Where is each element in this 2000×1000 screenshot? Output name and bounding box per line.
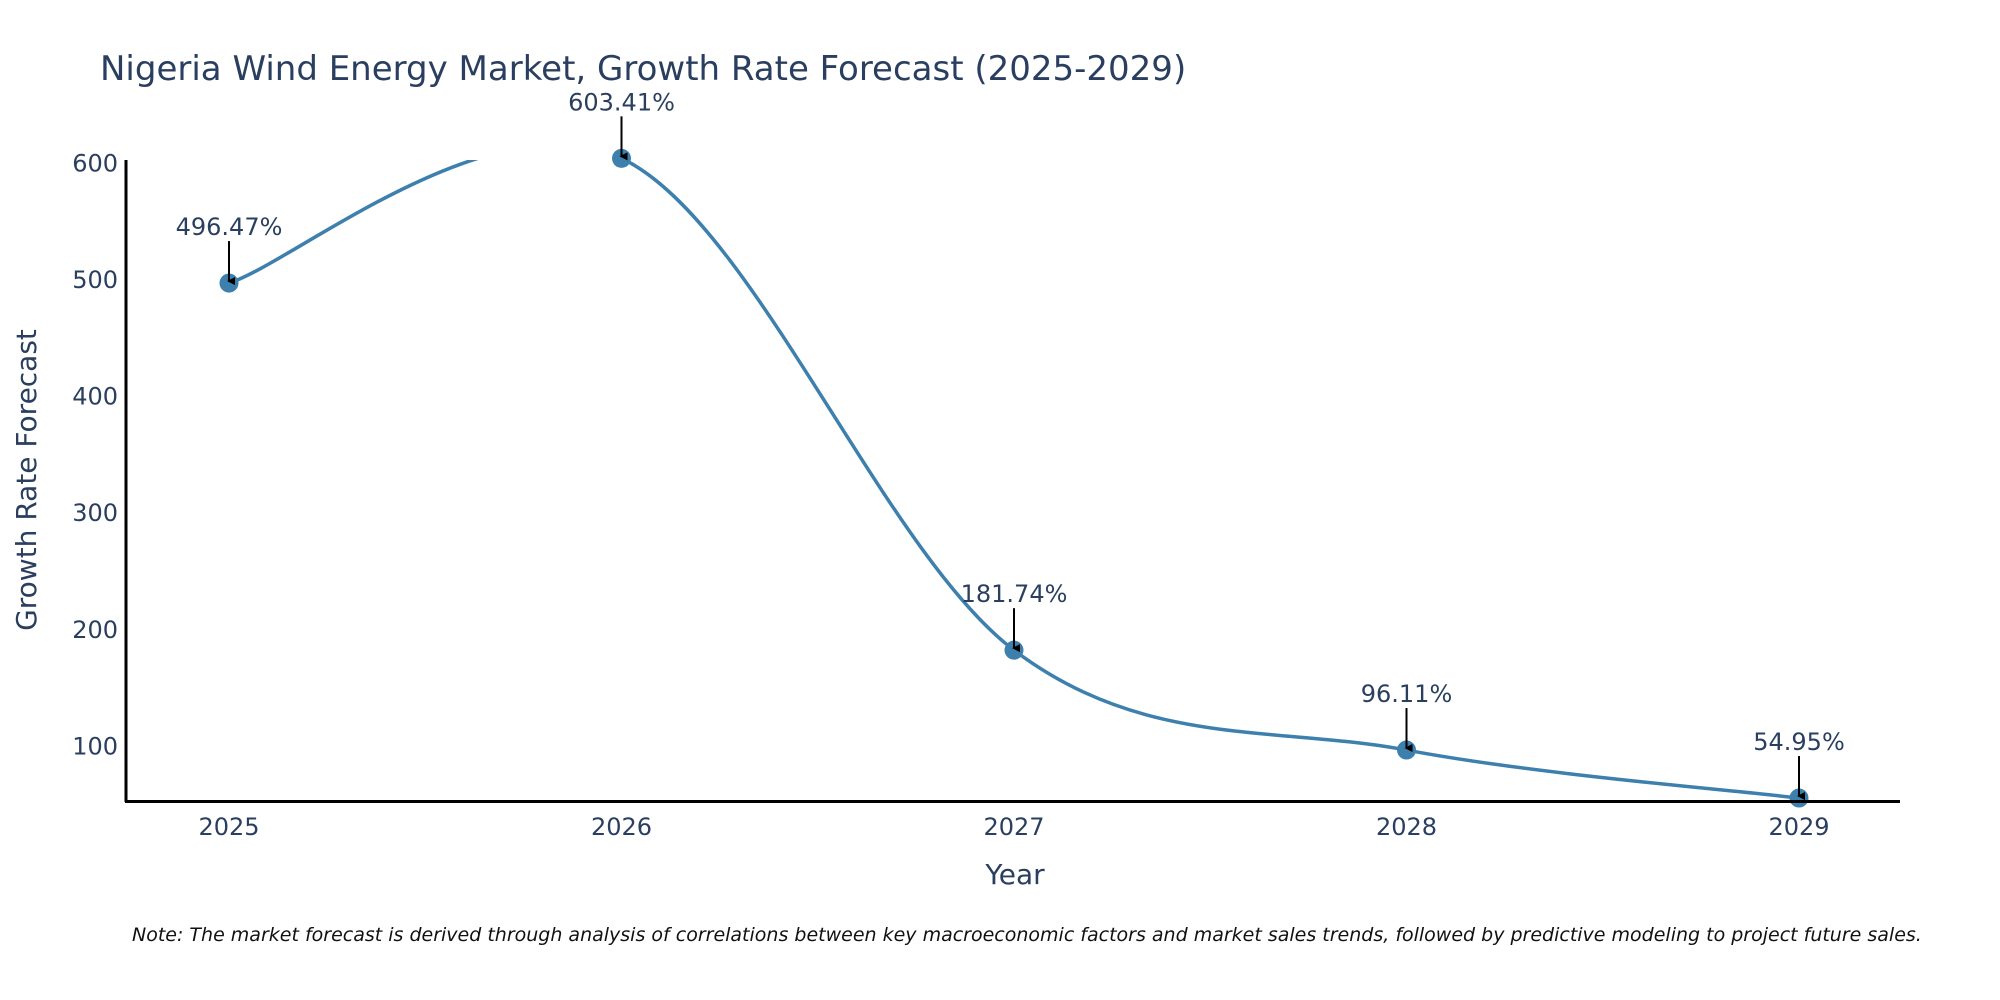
x-tick-label: 2028 <box>1376 813 1437 841</box>
x-axis-title: Year <box>984 858 1045 891</box>
y-tick-label: 600 <box>72 149 118 177</box>
x-tick-label: 2026 <box>591 813 652 841</box>
series-line <box>228 160 1800 800</box>
y-tick-label: 500 <box>72 266 118 294</box>
y-tick-label: 400 <box>72 383 118 411</box>
annotation-label: 181.74% <box>961 580 1068 608</box>
footnote: Note: The market forecast is derived thr… <box>132 924 1922 946</box>
x-tick-label: 2027 <box>983 813 1044 841</box>
y-axis-ticks: 100 200 300 400 500 600 <box>72 149 118 760</box>
annotation-label: 54.95% <box>1753 728 1845 756</box>
x-tick-label: 2025 <box>198 813 259 841</box>
y-tick-label: 100 <box>72 733 118 761</box>
chart-title: Nigeria Wind Energy Market, Growth Rate … <box>100 49 1186 89</box>
data-points <box>219 148 1809 808</box>
annotation-label: 603.41% <box>568 88 675 116</box>
x-tick-label: 2029 <box>1768 813 1829 841</box>
y-tick-label: 200 <box>72 616 118 644</box>
y-axis-title: Growth Rate Forecast <box>10 329 43 631</box>
x-axis-ticks: 2025 2026 2027 2028 2029 <box>198 813 1829 841</box>
annotation-label: 96.11% <box>1361 680 1453 708</box>
y-tick-label: 300 <box>72 499 118 527</box>
annotation-label: 496.47% <box>176 213 283 241</box>
data-annotations: 496.47% 603.41% 181.74% 96.11% 54.95% <box>176 88 1845 801</box>
